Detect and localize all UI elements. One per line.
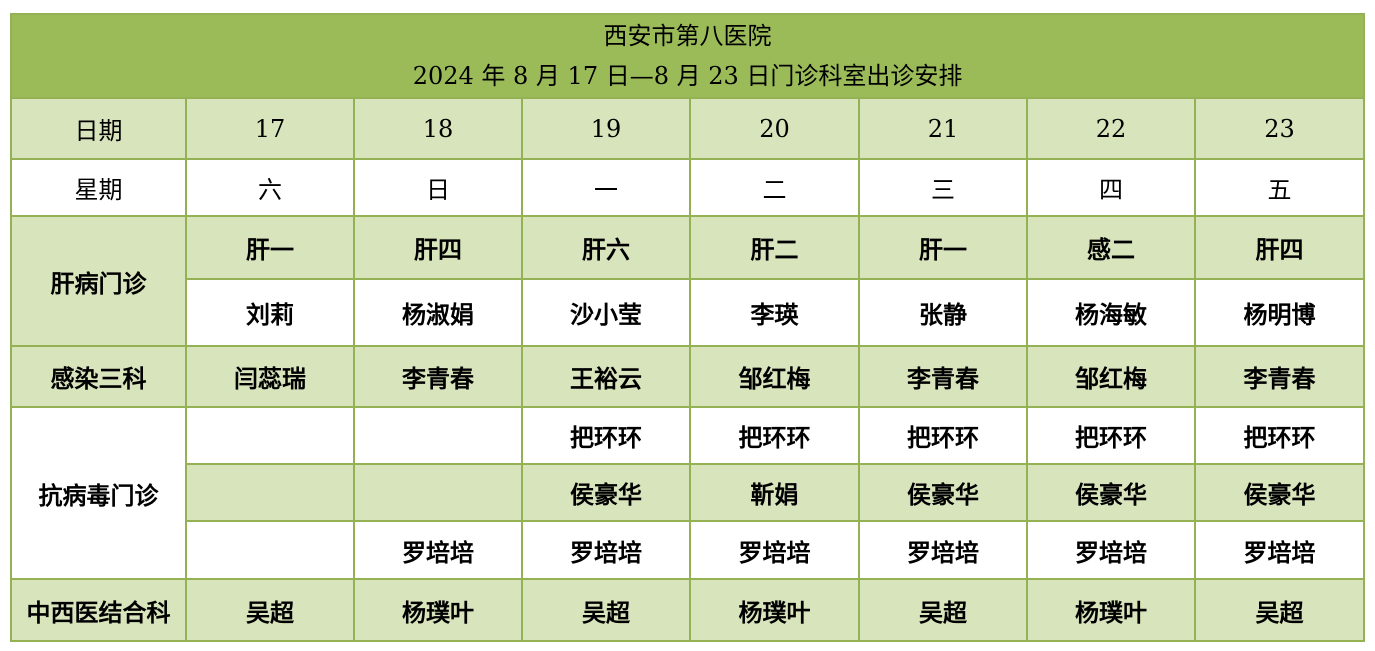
doctor-cell: 罗培培 (1193, 520, 1366, 580)
doctor-cell: 王裕云 (521, 345, 691, 408)
infection-dept-row: 感染三科 闫蕊瑞 李青春 王裕云 邹红梅 李青春 邹红梅 李青春 (10, 345, 1366, 408)
week-cell: 四 (1026, 158, 1196, 217)
section-label-liver-clinic: 肝病门诊 (10, 215, 187, 347)
schedule-table: 西安市第八医院 2024 年 8 月 17 日—8 月 23 日门诊科室出诊安排… (9, 13, 1366, 642)
doctor-cell (185, 463, 355, 522)
doctor-cell: 杨璞叶 (353, 578, 523, 642)
doctor-cell: 吴超 (185, 578, 355, 642)
doctor-cell: 把环环 (521, 406, 691, 465)
doctor-cell: 吴超 (858, 578, 1028, 642)
integrative-medicine-row: 中西医结合科 吴超 杨璞叶 吴超 杨璞叶 吴超 杨璞叶 吴超 (10, 578, 1366, 642)
date-cell: 18 (353, 97, 523, 160)
doctor-cell: 把环环 (689, 406, 860, 465)
week-cell: 六 (185, 158, 355, 217)
doctor-cell: 罗培培 (353, 520, 523, 580)
schedule-sheet: 西安市第八医院 2024 年 8 月 17 日—8 月 23 日门诊科室出诊安排… (9, 13, 1366, 642)
doctor-cell: 李瑛 (689, 278, 860, 347)
date-row-label: 日期 (10, 97, 187, 160)
antiviral-clinic-row-2: 侯豪华 靳娟 侯豪华 侯豪华 侯豪华 (11, 463, 1366, 522)
date-cell: 20 (689, 97, 860, 160)
hospital-name: 西安市第八医院 (603, 22, 772, 50)
week-row-label: 星期 (10, 158, 187, 217)
doctor-cell: 罗培培 (689, 520, 860, 580)
doctor-cell (185, 520, 355, 580)
date-cell: 19 (521, 97, 691, 160)
doctor-cell: 沙小莹 (521, 278, 691, 347)
doctor-cell: 杨璞叶 (1026, 578, 1196, 642)
doctor-cell: 杨海敏 (1026, 278, 1196, 347)
doctor-cell: 把环环 (1193, 406, 1366, 465)
week-cell: 五 (1193, 158, 1366, 217)
doctor-cell: 侯豪华 (1026, 463, 1196, 522)
doctor-cell: 吴超 (521, 578, 691, 642)
doctor-cell: 侯豪华 (521, 463, 691, 522)
section-label-infection-dept: 感染三科 (10, 345, 187, 408)
date-row: 日期 17 18 19 20 21 22 23 (10, 97, 1366, 160)
doctor-cell: 把环环 (858, 406, 1028, 465)
antiviral-clinic-row-3: 罗培培 罗培培 罗培培 罗培培 罗培培 罗培培 (11, 520, 1366, 580)
doctor-cell: 侯豪华 (1193, 463, 1366, 522)
doctor-cell: 罗培培 (858, 520, 1028, 580)
date-cell: 17 (185, 97, 355, 160)
liver-clinic-doctor-row: 刘莉 杨淑娟 沙小莹 李瑛 张静 杨海敏 杨明博 (11, 278, 1366, 347)
doctor-cell: 刘莉 (185, 278, 355, 347)
doctor-cell (353, 463, 523, 522)
doctor-cell: 杨明博 (1193, 278, 1366, 347)
antiviral-clinic-row-1: 抗病毒门诊 把环环 把环环 把环环 把环环 把环环 (10, 406, 1366, 580)
date-cell: 22 (1026, 97, 1196, 160)
doctor-cell: 邹红梅 (1026, 345, 1196, 408)
doctor-cell: 李青春 (1193, 345, 1366, 408)
doctor-cell: 靳娟 (689, 463, 860, 522)
section-label-integrative-medicine: 中西医结合科 (10, 578, 187, 642)
clinic-room-cell: 肝二 (689, 215, 860, 280)
doctor-cell: 吴超 (1193, 578, 1366, 642)
doctor-cell: 侯豪华 (858, 463, 1028, 522)
doctor-cell: 杨璞叶 (689, 578, 860, 642)
date-cell: 21 (858, 97, 1028, 160)
liver-clinic-room-row: 肝病门诊 肝一 肝四 肝六 肝二 肝一 感二 肝四 (10, 215, 1366, 347)
doctor-cell: 李青春 (858, 345, 1028, 408)
date-cell: 23 (1193, 97, 1366, 160)
clinic-room-cell: 肝四 (1193, 215, 1366, 280)
doctor-cell: 张静 (858, 278, 1028, 347)
clinic-room-cell: 肝六 (521, 215, 691, 280)
week-cell: 日 (353, 158, 523, 217)
doctor-cell: 邹红梅 (689, 345, 860, 408)
week-cell: 三 (858, 158, 1028, 217)
week-cell: 二 (689, 158, 860, 217)
table-title: 西安市第八医院 2024 年 8 月 17 日—8 月 23 日门诊科室出诊安排 (9, 13, 1366, 99)
doctor-cell: 罗培培 (1026, 520, 1196, 580)
week-row: 星期 六 日 一 二 三 四 五 (10, 158, 1366, 217)
schedule-subtitle: 2024 年 8 月 17 日—8 月 23 日门诊科室出诊安排 (412, 62, 963, 90)
doctor-cell (185, 406, 355, 465)
doctor-cell (353, 406, 523, 465)
clinic-room-cell: 肝一 (185, 215, 355, 280)
clinic-room-cell: 感二 (1026, 215, 1196, 280)
doctor-cell: 李青春 (353, 345, 523, 408)
week-cell: 一 (521, 158, 691, 217)
doctor-cell: 罗培培 (521, 520, 691, 580)
doctor-cell: 杨淑娟 (353, 278, 523, 347)
doctor-cell: 把环环 (1026, 406, 1196, 465)
section-label-antiviral-clinic: 抗病毒门诊 (10, 406, 187, 580)
clinic-room-cell: 肝四 (353, 215, 523, 280)
title-row: 西安市第八医院 2024 年 8 月 17 日—8 月 23 日门诊科室出诊安排 (9, 13, 1366, 99)
doctor-cell: 闫蕊瑞 (185, 345, 355, 408)
clinic-room-cell: 肝一 (858, 215, 1028, 280)
